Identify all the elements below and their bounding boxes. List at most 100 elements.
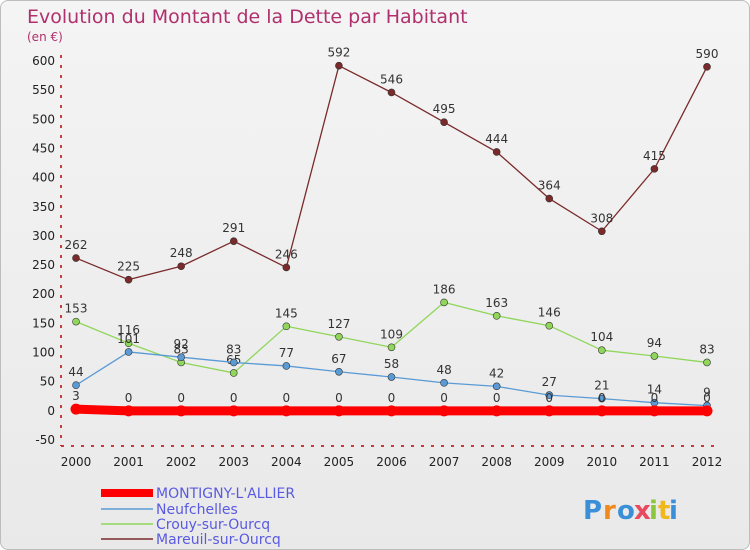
data-label: 109 <box>380 327 403 341</box>
data-label: 186 <box>433 282 456 296</box>
data-point <box>492 312 501 320</box>
data-label: 0 <box>703 391 711 405</box>
data-point <box>491 405 503 417</box>
data-label: 83 <box>226 342 241 356</box>
chart-subtitle: (en €) <box>27 30 63 44</box>
data-point <box>123 405 135 417</box>
data-point <box>335 61 343 70</box>
data-point <box>175 405 187 417</box>
data-point <box>596 405 608 417</box>
data-label: 3 <box>72 389 80 403</box>
data-label: 116 <box>117 323 140 337</box>
data-point <box>545 391 554 399</box>
chart-title: Evolution du Montant de la Dette par Hab… <box>27 6 468 28</box>
data-label: 42 <box>489 366 504 380</box>
data-label: 94 <box>647 336 662 350</box>
data-label: 0 <box>177 391 185 405</box>
logo-letter: P <box>583 496 602 526</box>
data-label: 14 <box>647 383 662 397</box>
logo-letter: t <box>658 496 670 526</box>
x-tick-label: 2006 <box>376 455 407 469</box>
series-2: 15311683651451271091861631461049483 <box>65 282 715 377</box>
legend: MONTIGNY-L'ALLIERNeufchellesCrouy-sur-Ou… <box>101 486 295 548</box>
data-point <box>650 165 659 173</box>
data-point <box>492 148 501 156</box>
legend-label: Neufchelles <box>156 502 238 518</box>
logo-letter: i <box>669 496 678 526</box>
y-tick-label: 500 <box>32 112 55 126</box>
y-tick-label: 300 <box>32 229 55 243</box>
y-tick-label: 50 <box>40 375 55 389</box>
data-point <box>598 394 606 403</box>
data-point <box>440 118 448 127</box>
legend-label: Crouy-sur-Ourcq <box>156 517 270 533</box>
y-tick-label: 200 <box>32 287 55 301</box>
data-point <box>335 332 343 341</box>
data-point <box>282 263 291 272</box>
data-label: 444 <box>485 132 508 146</box>
data-label: 225 <box>117 260 140 274</box>
data-label: 0 <box>440 391 448 405</box>
data-point <box>70 403 82 415</box>
x-tick-label: 2003 <box>218 455 249 469</box>
data-label: 262 <box>65 238 88 252</box>
x-tick-label: 2009 <box>534 455 565 469</box>
x-tick-label: 2002 <box>166 455 197 469</box>
data-label: 546 <box>380 72 403 86</box>
data-point <box>124 275 133 284</box>
data-point <box>333 405 345 417</box>
data-label: 0 <box>651 391 659 405</box>
y-tick-label: -50 <box>35 433 55 447</box>
data-point <box>492 382 501 391</box>
y-tick-label: 400 <box>32 171 55 185</box>
data-point <box>545 194 554 203</box>
x-tick-label: 2011 <box>639 455 670 469</box>
data-label: 364 <box>538 179 561 193</box>
data-label: 592 <box>327 46 350 60</box>
data-label: 415 <box>643 149 666 163</box>
data-point <box>72 317 80 326</box>
data-point <box>282 322 291 331</box>
data-point <box>72 254 80 262</box>
x-tick-label: 2004 <box>271 455 302 469</box>
y-tick-label: 350 <box>32 200 55 214</box>
series-group: 262 225 248 291 246 592 546 495 444 364 308 415 590 1… <box>65 46 719 417</box>
data-label: 77 <box>279 346 294 360</box>
data-label: 0 <box>598 391 606 405</box>
y-tick-label: 600 <box>32 54 55 68</box>
data-point <box>335 367 343 376</box>
data-label: 27 <box>542 375 557 389</box>
data-point <box>703 63 711 71</box>
data-point <box>543 405 555 417</box>
data-label: 48 <box>436 363 451 377</box>
data-point <box>650 352 659 360</box>
x-tick-label: 2012 <box>692 455 723 469</box>
data-point <box>440 298 448 307</box>
series-3: 262 225 248 291 246 592 546 495 444 364 308 415 590 <box>65 46 719 284</box>
data-point <box>545 321 554 330</box>
data-point <box>280 405 292 417</box>
data-label: 308 <box>590 211 613 225</box>
logo-letter: o <box>617 496 635 526</box>
data-label: 590 <box>696 47 719 61</box>
data-point <box>177 353 185 362</box>
logo-letter: r <box>603 496 616 526</box>
data-point <box>387 88 396 97</box>
data-point <box>72 381 80 389</box>
data-label: 92 <box>174 337 189 351</box>
data-label: 0 <box>125 391 133 405</box>
data-label: 127 <box>327 317 350 331</box>
y-tick-label: 100 <box>32 346 55 360</box>
data-label: 145 <box>275 306 298 320</box>
data-label: 248 <box>170 246 193 260</box>
data-label: 246 <box>275 247 298 261</box>
x-tick-label: 2000 <box>61 455 92 469</box>
data-point <box>701 405 713 417</box>
data-point <box>386 405 397 417</box>
legend-label: MONTIGNY-L'ALLIER <box>156 486 295 502</box>
x-tick-label: 2001 <box>113 455 144 469</box>
